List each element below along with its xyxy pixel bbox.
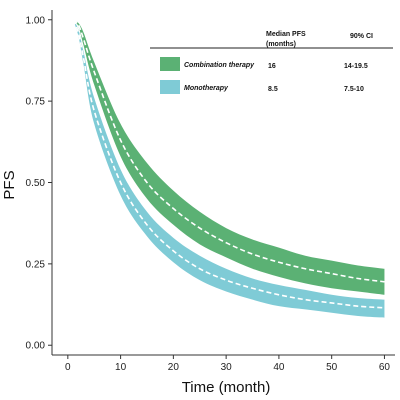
y-tick-label: 0.75 bbox=[26, 97, 46, 108]
legend-swatch-combination-therapy bbox=[160, 57, 180, 71]
median-line-monotherapy bbox=[72, 19, 385, 309]
median-curves bbox=[72, 19, 385, 309]
legend-ci-monotherapy: 7.5-10 bbox=[344, 86, 364, 93]
legend-swatch-monotherapy bbox=[160, 80, 180, 94]
legend-table: Median PFS (months) 90% CI Combination t… bbox=[150, 31, 393, 94]
y-tick-label: 0.00 bbox=[26, 341, 46, 352]
legend-header-median-line2: (months) bbox=[266, 41, 296, 48]
band-combination-therapy bbox=[73, 19, 385, 295]
median-line-combination-therapy bbox=[72, 19, 385, 283]
x-tick-label: 60 bbox=[379, 362, 391, 373]
y-axis-ticks: 0.00 0.25 0.50 0.75 1.00 bbox=[26, 15, 52, 352]
legend-label-combination-therapy: Combination therapy bbox=[184, 62, 255, 69]
x-axis-title: Time (month) bbox=[182, 379, 271, 396]
legend-median-monotherapy: 8.5 bbox=[268, 86, 278, 93]
x-axis-ticks: 0 10 20 30 40 50 60 bbox=[65, 355, 390, 373]
y-tick-label: 0.25 bbox=[26, 259, 46, 270]
x-tick-label: 40 bbox=[273, 362, 285, 373]
y-axis-title: PFS bbox=[1, 170, 18, 199]
legend-rows: Combination therapy 16 14-19.5 Monotherapy 8… bbox=[160, 57, 368, 94]
y-tick-label: 0.50 bbox=[26, 178, 46, 189]
legend-header-median-line1: Median PFS bbox=[266, 31, 306, 38]
legend-ci-combination-therapy: 14-19.5 bbox=[344, 63, 368, 70]
legend-header-median: Median PFS (months) bbox=[266, 31, 308, 48]
x-tick-label: 0 bbox=[65, 362, 71, 373]
x-tick-label: 20 bbox=[168, 362, 180, 373]
x-tick-label: 10 bbox=[115, 362, 127, 373]
x-tick-label: 50 bbox=[326, 362, 338, 373]
confidence-bands bbox=[73, 19, 385, 318]
x-tick-label: 30 bbox=[221, 362, 233, 373]
legend-median-combination-therapy: 16 bbox=[268, 63, 276, 70]
y-tick-label: 1.00 bbox=[26, 15, 46, 26]
legend-label-monotherapy: Monotherapy bbox=[184, 85, 229, 92]
legend-header-ci: 90% CI bbox=[350, 33, 373, 40]
